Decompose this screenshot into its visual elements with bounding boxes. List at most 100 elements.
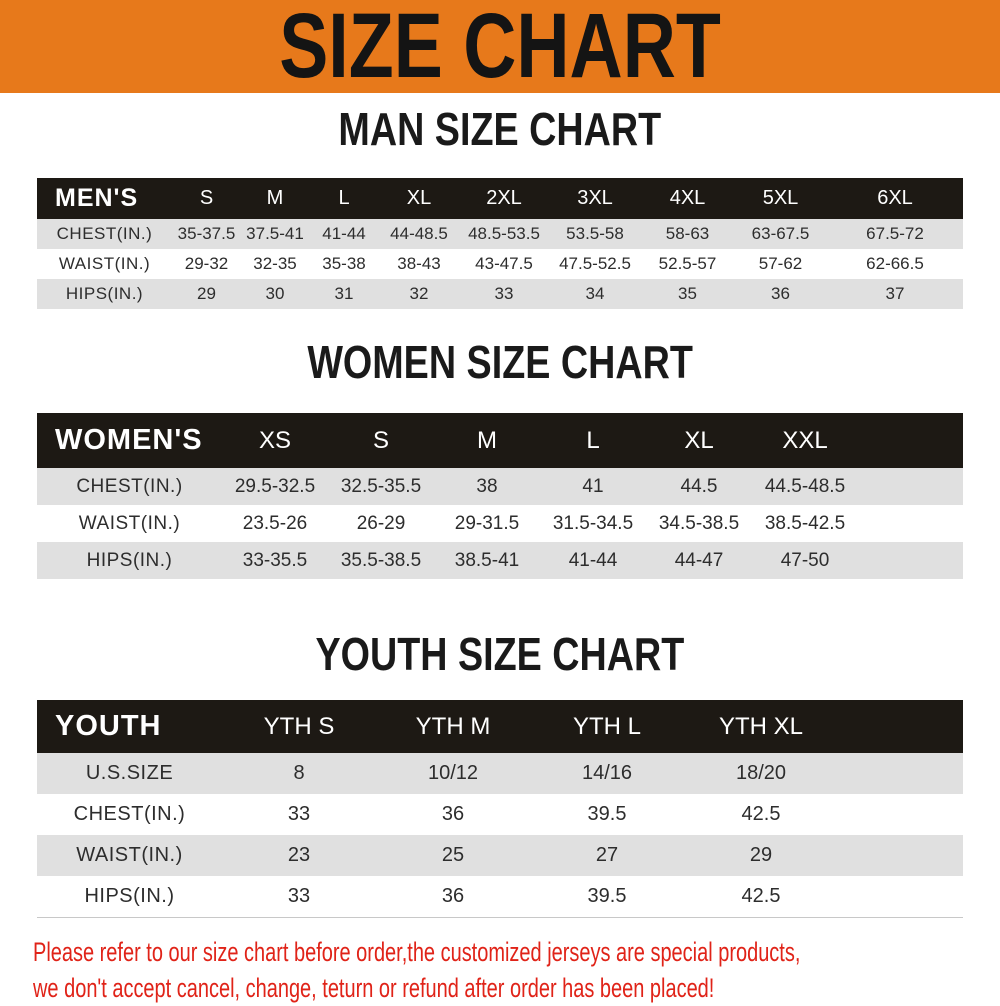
- size-cell: 37: [885, 284, 905, 303]
- banner-title: SIZE CHART: [279, 0, 721, 97]
- table-row: CHEST(IN.) 33 36 39.5 42.5: [37, 794, 963, 835]
- row-label: CHEST(IN.): [73, 803, 186, 825]
- size-cell: 18/20: [735, 762, 787, 784]
- size-column-header: XL: [684, 426, 714, 454]
- size-cell: 62-66.5: [866, 254, 924, 273]
- table-row: WAIST(IN.) 23.5-26 26-29 29-31.5 31.5-34…: [37, 505, 963, 542]
- size-cell: 31: [334, 284, 354, 303]
- size-cell: 44-47: [674, 549, 724, 571]
- size-cell: 26-29: [356, 512, 406, 534]
- size-cell: 33: [287, 803, 311, 825]
- youth-corner-label: YOUTH: [55, 710, 162, 742]
- size-cell: 31.5-34.5: [552, 512, 634, 534]
- table-row: WAIST(IN.) 29-32 32-35 35-38 38-43 43-47…: [37, 249, 963, 279]
- table-row: HIPS(IN.) 29 30 31 32 33 34 35 36 37: [37, 279, 963, 309]
- size-cell: 41: [582, 475, 604, 497]
- size-cell: 53.5-58: [566, 224, 624, 243]
- size-cell: 38.5-42.5: [764, 512, 846, 534]
- size-cell: 32-35: [253, 254, 297, 273]
- size-cell: 47.5-52.5: [559, 254, 631, 273]
- size-cell: 29.5-32.5: [234, 475, 316, 497]
- women-section-heading: WOMEN SIZE CHART: [307, 336, 693, 388]
- size-column-header: YTH L: [572, 712, 641, 740]
- size-cell: 47-50: [780, 549, 830, 571]
- size-cell: 43-47.5: [475, 254, 533, 273]
- size-cell: 48.5-53.5: [468, 224, 540, 243]
- size-column-header: 6XL: [877, 187, 913, 209]
- table-filler-cell: [838, 835, 963, 876]
- size-cell: 67.5-72: [866, 224, 924, 243]
- size-cell: 39.5: [587, 884, 627, 907]
- row-label: WAIST(IN.): [78, 512, 181, 534]
- table-filler-cell: [858, 413, 963, 468]
- men-size-table: MEN'S S M L XL 2XL 3XL 4XL 5XL 6XL CHEST…: [37, 178, 963, 309]
- size-column-header: YTH M: [415, 712, 491, 740]
- size-column-header: M: [477, 426, 497, 454]
- size-cell: 42.5: [741, 884, 781, 907]
- size-cell: 27: [595, 844, 619, 866]
- content: MAN SIZE CHART MEN'S S M L XL 2XL 3XL 4X…: [37, 106, 963, 918]
- table-filler-cell: [838, 794, 963, 835]
- size-cell: 38.5-41: [454, 549, 520, 571]
- size-cell: 57-62: [758, 254, 803, 273]
- women-size-table: WOMEN'S XS S M L XL XXL CHEST(IN.) 29.5-…: [37, 413, 963, 579]
- size-cell: 58-63: [665, 224, 710, 243]
- size-cell: 29: [197, 284, 216, 303]
- men-header-row: MEN'S S M L XL 2XL 3XL 4XL 5XL 6XL: [37, 178, 963, 219]
- size-cell: 8: [293, 762, 305, 784]
- man-section-heading: MAN SIZE CHART: [338, 103, 662, 155]
- size-cell: 44-48.5: [390, 224, 448, 243]
- size-cell: 33: [287, 884, 311, 907]
- size-cell: 34: [585, 284, 605, 303]
- table-row: CHEST(IN.) 35-37.5 37.5-41 41-44 44-48.5…: [37, 219, 963, 249]
- size-cell: 23: [287, 844, 311, 866]
- size-cell: 38-43: [397, 254, 441, 273]
- size-column-header: M: [266, 187, 284, 209]
- size-column-header: L: [338, 187, 350, 209]
- row-label: WAIST(IN.): [76, 844, 183, 866]
- size-cell: 29-31.5: [454, 512, 520, 534]
- table-row: U.S.SIZE 8 10/12 14/16 18/20: [37, 753, 963, 794]
- youth-header-row: YOUTH YTH S YTH M YTH L YTH XL: [37, 700, 963, 753]
- table-row: HIPS(IN.) 33-35.5 35.5-38.5 38.5-41 41-4…: [37, 542, 963, 579]
- size-cell: 38: [476, 475, 498, 497]
- size-cell: 30: [265, 284, 285, 303]
- size-cell: 41-44: [322, 224, 366, 243]
- size-column-header: XS: [258, 426, 291, 454]
- size-column-header: L: [586, 426, 600, 454]
- size-cell: 63-67.5: [751, 224, 810, 243]
- table-row: WAIST(IN.) 23 25 27 29: [37, 835, 963, 876]
- size-cell: 35-37.5: [177, 224, 236, 243]
- size-column-header: YTH XL: [718, 712, 804, 740]
- size-cell: 23.5-26: [242, 512, 308, 534]
- size-column-header: 2XL: [486, 187, 522, 209]
- size-cell: 14/16: [581, 762, 633, 784]
- women-corner-label: WOMEN'S: [55, 424, 203, 456]
- table-filler-cell: [838, 700, 963, 753]
- table-filler-cell: [838, 876, 963, 917]
- table-row: HIPS(IN.) 33 36 39.5 42.5: [37, 876, 963, 917]
- size-column-header: XXL: [782, 426, 828, 454]
- table-row: CHEST(IN.) 29.5-32.5 32.5-35.5 38 41 44.…: [37, 468, 963, 505]
- row-label: U.S.SIZE: [85, 762, 174, 784]
- size-column-header: 4XL: [669, 187, 706, 209]
- size-column-header: 3XL: [577, 187, 613, 209]
- banner: SIZE CHART: [0, 0, 1000, 93]
- size-cell: 44.5-48.5: [764, 475, 846, 497]
- table-filler-cell: [838, 753, 963, 794]
- size-cell: 35: [678, 284, 697, 303]
- row-label: CHEST(IN.): [56, 224, 153, 243]
- size-cell: 42.5: [741, 803, 781, 825]
- table-filler-cell: [858, 505, 963, 542]
- row-label: HIPS(IN.): [65, 284, 144, 303]
- men-corner-label: MEN'S: [55, 184, 139, 212]
- size-cell: 36: [441, 884, 465, 907]
- size-cell: 41-44: [568, 549, 618, 571]
- order-notice-line-2: we don't accept cancel, change, teturn o…: [33, 972, 715, 1003]
- size-cell: 10/12: [427, 762, 479, 784]
- row-label: HIPS(IN.): [84, 884, 175, 907]
- row-label: WAIST(IN.): [58, 254, 151, 273]
- size-column-header: S: [372, 426, 389, 454]
- size-cell: 35.5-38.5: [340, 549, 422, 571]
- youth-size-table: YOUTH YTH S YTH M YTH L YTH XL U.S.SIZE …: [37, 700, 963, 918]
